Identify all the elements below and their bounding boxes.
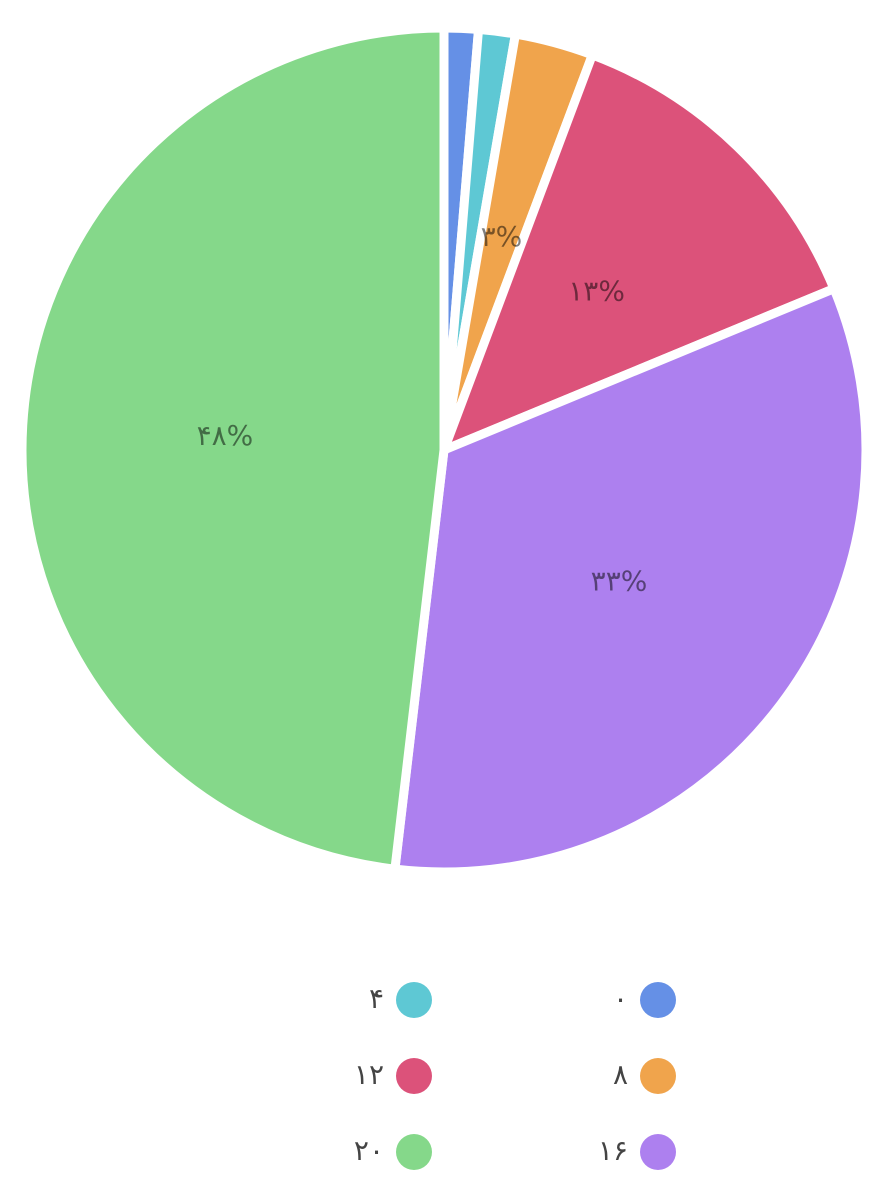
legend-label: ۱۶ — [598, 1134, 628, 1167]
slice-label: ۳% — [481, 220, 523, 253]
legend-label: ۱۲ — [354, 1058, 384, 1091]
pie-slice — [439, 50, 839, 455]
legend-swatch — [396, 1134, 432, 1170]
legend-label: ۲۰ — [354, 1134, 384, 1167]
legend-swatch — [640, 982, 676, 1018]
pie-slice — [17, 23, 449, 874]
legend-swatch — [640, 1058, 676, 1094]
legend-label: ۰ — [613, 982, 628, 1015]
slice-label: ۱۳% — [568, 274, 625, 307]
legend-swatch — [396, 1058, 432, 1094]
slice-label: ۳۳% — [591, 564, 648, 597]
legend-swatch — [640, 1134, 676, 1170]
legend-swatch — [396, 982, 432, 1018]
legend-label: ۴ — [369, 982, 384, 1015]
pie-slice — [390, 284, 871, 877]
slice-label: ۴۸% — [197, 419, 254, 452]
legend-label: ۸ — [613, 1058, 628, 1091]
